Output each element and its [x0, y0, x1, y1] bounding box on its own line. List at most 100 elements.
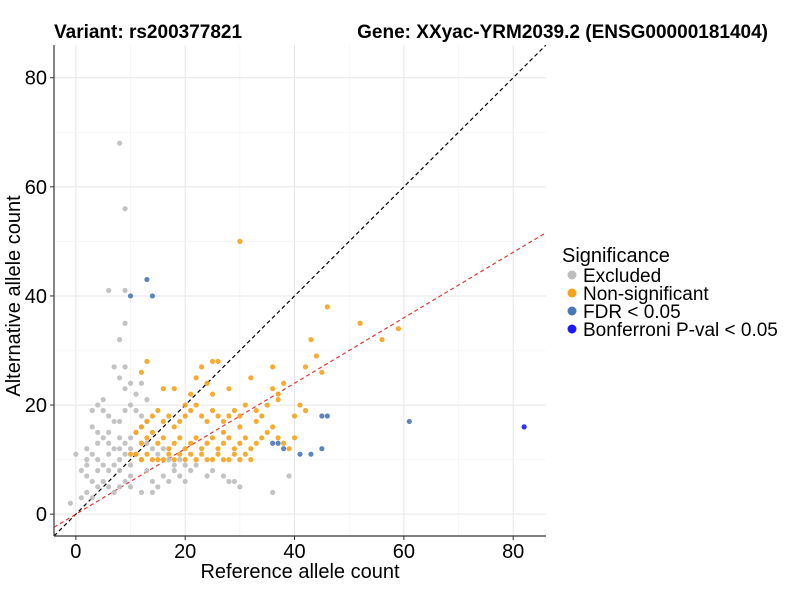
- point-non-significant: [155, 407, 161, 414]
- point-fdr-0-05: [127, 293, 134, 299]
- point-excluded: [182, 462, 188, 468]
- point-non-significant: [204, 457, 210, 463]
- point-non-significant: [138, 424, 145, 430]
- point-excluded: [237, 484, 243, 490]
- point-excluded: [127, 402, 134, 408]
- point-excluded: [160, 473, 166, 479]
- point-non-significant: [237, 413, 243, 419]
- point-non-significant: [242, 435, 248, 441]
- point-excluded: [127, 380, 134, 386]
- point-non-significant: [182, 413, 188, 419]
- point-non-significant: [226, 413, 232, 419]
- point-excluded: [111, 489, 117, 495]
- point-fdr-0-05: [308, 451, 314, 457]
- point-excluded: [78, 495, 84, 501]
- point-excluded: [188, 467, 194, 474]
- point-non-significant: [209, 407, 216, 414]
- point-excluded: [117, 375, 123, 381]
- point-excluded: [117, 467, 123, 474]
- legend-label: Bonferroni P-val < 0.05: [583, 320, 778, 341]
- x-tick-label: 80: [502, 541, 524, 563]
- point-excluded: [171, 462, 177, 468]
- point-excluded: [84, 462, 90, 468]
- point-excluded: [106, 287, 112, 294]
- tick-labels: 0 20 40 60 80 0 20 40 60 80: [25, 68, 525, 563]
- point-non-significant: [242, 402, 248, 408]
- point-excluded: [95, 457, 101, 463]
- point-fdr-0-05: [275, 440, 281, 446]
- y-tick-label: 0: [36, 504, 47, 526]
- point-excluded: [84, 457, 90, 463]
- point-excluded: [67, 500, 73, 506]
- point-non-significant: [177, 451, 183, 457]
- point-excluded: [231, 478, 237, 485]
- point-excluded: [122, 206, 128, 212]
- point-non-significant: [226, 386, 232, 392]
- point-non-significant: [155, 440, 161, 446]
- point-excluded: [144, 397, 150, 403]
- point-non-significant: [215, 446, 221, 452]
- point-excluded: [117, 337, 123, 343]
- legend-swatch: [567, 288, 577, 298]
- point-excluded: [149, 446, 155, 452]
- point-non-significant: [144, 451, 150, 457]
- point-excluded: [177, 457, 183, 463]
- point-excluded: [89, 495, 95, 501]
- point-fdr-0-05: [297, 451, 303, 457]
- point-non-significant: [259, 413, 265, 419]
- point-non-significant: [138, 457, 145, 463]
- x-axis-title: Reference allele count: [200, 561, 399, 583]
- point-non-significant: [220, 418, 227, 425]
- point-excluded: [106, 440, 112, 446]
- point-excluded: [111, 446, 117, 452]
- point-excluded: [209, 467, 216, 474]
- point-excluded: [106, 467, 112, 474]
- reference-line-identity: [54, 45, 546, 536]
- point-excluded: [106, 413, 112, 419]
- point-non-significant: [177, 435, 183, 441]
- point-non-significant: [270, 386, 276, 392]
- point-non-significant: [242, 451, 248, 457]
- point-excluded: [149, 478, 155, 485]
- point-bonferroni-p-val-0-05: [521, 424, 527, 430]
- point-non-significant: [237, 238, 243, 244]
- point-excluded: [106, 429, 112, 435]
- point-non-significant: [193, 435, 199, 441]
- y-tick-label: 60: [25, 177, 47, 199]
- point-non-significant: [209, 457, 216, 463]
- point-non-significant: [171, 457, 177, 463]
- point-excluded: [73, 451, 79, 457]
- point-excluded: [149, 489, 155, 495]
- point-non-significant: [324, 304, 330, 310]
- point-excluded: [106, 484, 112, 490]
- reference-line-ratio-fit: [54, 232, 546, 528]
- point-non-significant: [149, 413, 155, 419]
- x-tick-label: 40: [283, 541, 305, 563]
- point-excluded: [106, 451, 112, 457]
- point-non-significant: [297, 402, 303, 408]
- point-excluded: [95, 440, 101, 446]
- point-excluded: [111, 462, 117, 468]
- point-excluded: [122, 287, 128, 294]
- point-non-significant: [220, 457, 227, 463]
- point-excluded: [204, 473, 210, 479]
- point-non-significant: [133, 429, 139, 435]
- point-non-significant: [149, 457, 155, 463]
- point-non-significant: [138, 369, 145, 375]
- point-non-significant: [160, 386, 166, 392]
- point-excluded: [193, 462, 199, 468]
- point-excluded: [270, 489, 276, 495]
- x-tick-label: 60: [393, 541, 415, 563]
- point-non-significant: [248, 446, 254, 452]
- point-non-significant: [302, 364, 309, 370]
- point-non-significant: [226, 435, 232, 441]
- point-excluded: [84, 473, 90, 479]
- point-non-significant: [275, 435, 281, 441]
- point-non-significant: [193, 402, 199, 408]
- point-non-significant: [182, 402, 188, 408]
- point-non-significant: [188, 440, 194, 446]
- point-non-significant: [188, 407, 194, 414]
- point-non-significant: [193, 375, 199, 381]
- point-non-significant: [286, 446, 292, 452]
- point-excluded: [127, 484, 134, 490]
